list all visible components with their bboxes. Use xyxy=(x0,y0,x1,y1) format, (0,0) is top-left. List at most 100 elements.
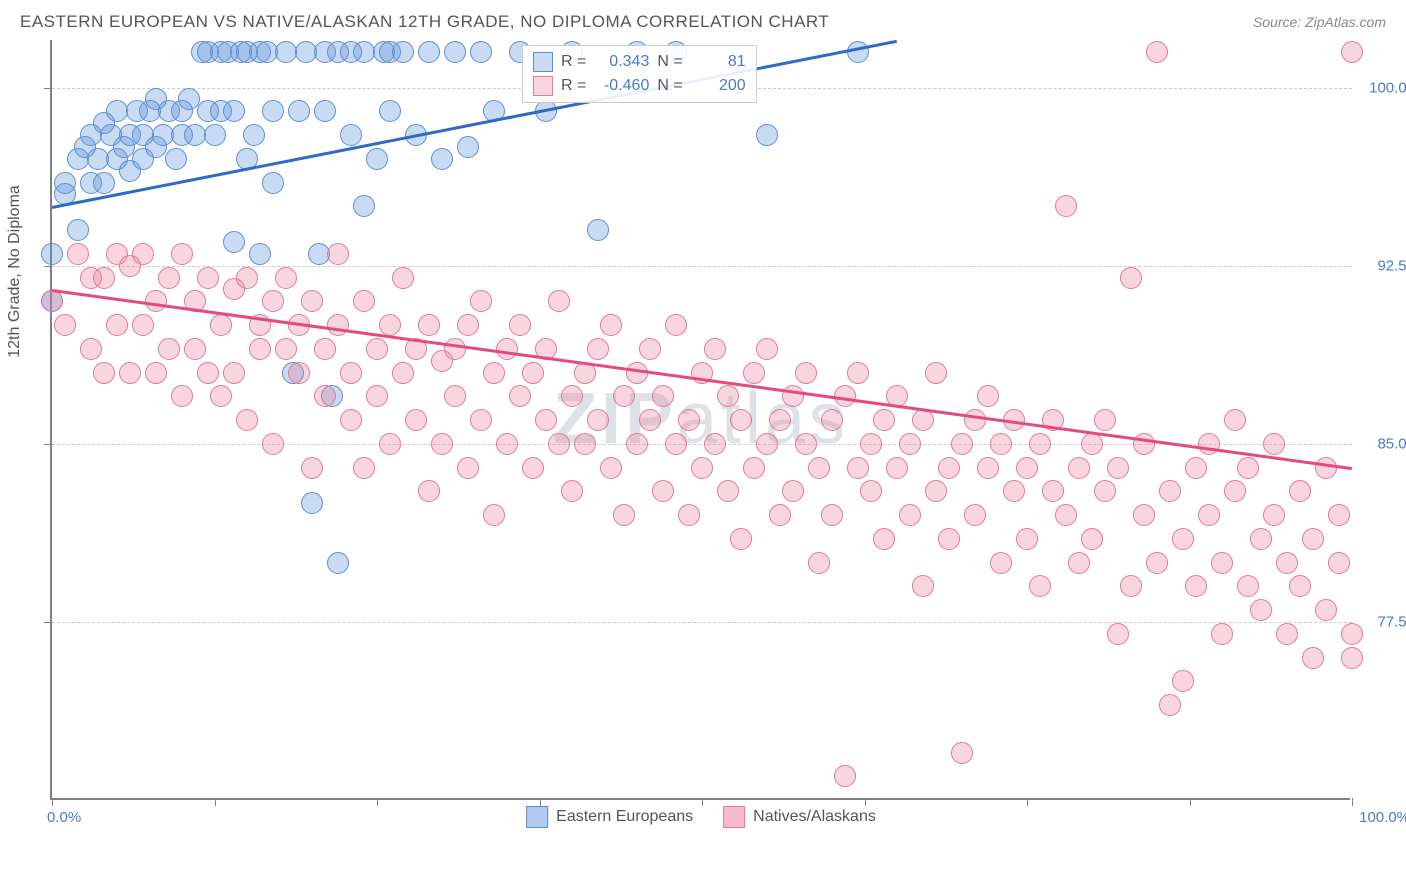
data-point xyxy=(1159,694,1181,716)
data-point xyxy=(392,267,414,289)
data-point xyxy=(1237,457,1259,479)
data-point xyxy=(1237,575,1259,597)
data-point xyxy=(158,267,180,289)
data-point xyxy=(821,504,843,526)
data-point xyxy=(178,88,200,110)
data-point xyxy=(1289,480,1311,502)
data-point xyxy=(704,338,726,360)
data-point xyxy=(132,243,154,265)
data-point xyxy=(353,195,375,217)
x-axis-label-max: 100.0% xyxy=(1359,809,1406,826)
data-point xyxy=(1315,599,1337,621)
data-point xyxy=(1029,575,1051,597)
data-point xyxy=(243,124,265,146)
data-point xyxy=(730,409,752,431)
data-point xyxy=(210,385,232,407)
data-point xyxy=(1198,504,1220,526)
data-point xyxy=(236,409,258,431)
data-point xyxy=(106,314,128,336)
stats-n: 81 xyxy=(691,53,746,71)
x-tick xyxy=(52,798,53,806)
legend-swatch xyxy=(723,806,745,828)
data-point xyxy=(93,362,115,384)
data-point xyxy=(457,314,479,336)
data-point xyxy=(119,362,141,384)
data-point xyxy=(1094,409,1116,431)
data-point xyxy=(470,41,492,63)
data-point xyxy=(431,433,453,455)
data-point xyxy=(613,504,635,526)
data-point xyxy=(340,124,362,146)
stats-swatch xyxy=(533,76,553,96)
grid-line xyxy=(52,444,1352,445)
data-point xyxy=(925,480,947,502)
data-point xyxy=(756,433,778,455)
data-point xyxy=(340,362,362,384)
data-point xyxy=(717,385,739,407)
stats-swatch xyxy=(533,52,553,72)
data-point xyxy=(1172,528,1194,550)
data-point xyxy=(1263,504,1285,526)
data-point xyxy=(730,528,752,550)
data-point xyxy=(600,314,622,336)
data-point xyxy=(743,362,765,384)
stats-row: R =0.343 N =81 xyxy=(533,50,746,74)
data-point xyxy=(522,362,544,384)
data-point xyxy=(938,528,960,550)
stats-n: 200 xyxy=(691,77,746,95)
y-tick-label: 92.5% xyxy=(1377,257,1406,274)
data-point xyxy=(418,41,440,63)
data-point xyxy=(314,385,336,407)
legend-item: Natives/Alaskans xyxy=(723,806,876,828)
legend-label: Eastern Europeans xyxy=(556,808,693,826)
data-point xyxy=(535,409,557,431)
data-point xyxy=(327,314,349,336)
data-point xyxy=(210,314,232,336)
data-point xyxy=(301,290,323,312)
data-point xyxy=(977,457,999,479)
y-tick xyxy=(44,622,52,623)
y-axis-title: 12th Grade, No Diploma xyxy=(6,185,24,358)
data-point xyxy=(886,457,908,479)
data-point xyxy=(366,338,388,360)
data-point xyxy=(860,433,882,455)
stats-row: R =-0.460 N =200 xyxy=(533,74,746,98)
data-point xyxy=(1211,552,1233,574)
data-point xyxy=(587,338,609,360)
x-tick xyxy=(1352,798,1353,806)
data-point xyxy=(873,528,895,550)
y-tick xyxy=(44,266,52,267)
data-point xyxy=(561,480,583,502)
x-tick xyxy=(702,798,703,806)
data-point xyxy=(54,172,76,194)
data-point xyxy=(470,290,492,312)
legend: Eastern Europeans Natives/Alaskans xyxy=(526,806,876,828)
data-point xyxy=(951,742,973,764)
data-point xyxy=(509,314,531,336)
data-point xyxy=(1341,41,1363,63)
data-point xyxy=(834,765,856,787)
data-point xyxy=(392,362,414,384)
data-point xyxy=(1120,575,1142,597)
data-point xyxy=(470,409,492,431)
data-point xyxy=(249,243,271,265)
data-point xyxy=(639,409,661,431)
data-point xyxy=(93,172,115,194)
data-point xyxy=(327,243,349,265)
data-point xyxy=(1107,457,1129,479)
data-point xyxy=(327,552,349,574)
stats-r: 0.343 xyxy=(594,53,649,71)
legend-item: Eastern Europeans xyxy=(526,806,693,828)
data-point xyxy=(1224,409,1246,431)
data-point xyxy=(379,433,401,455)
data-point xyxy=(795,362,817,384)
data-point xyxy=(353,290,375,312)
data-point xyxy=(249,338,271,360)
x-tick xyxy=(540,798,541,806)
stats-box: R =0.343 N =81R =-0.460 N =200 xyxy=(522,45,757,103)
data-point xyxy=(795,433,817,455)
data-point xyxy=(509,385,531,407)
stats-r: -0.460 xyxy=(594,77,649,95)
data-point xyxy=(847,362,869,384)
data-point xyxy=(366,148,388,170)
